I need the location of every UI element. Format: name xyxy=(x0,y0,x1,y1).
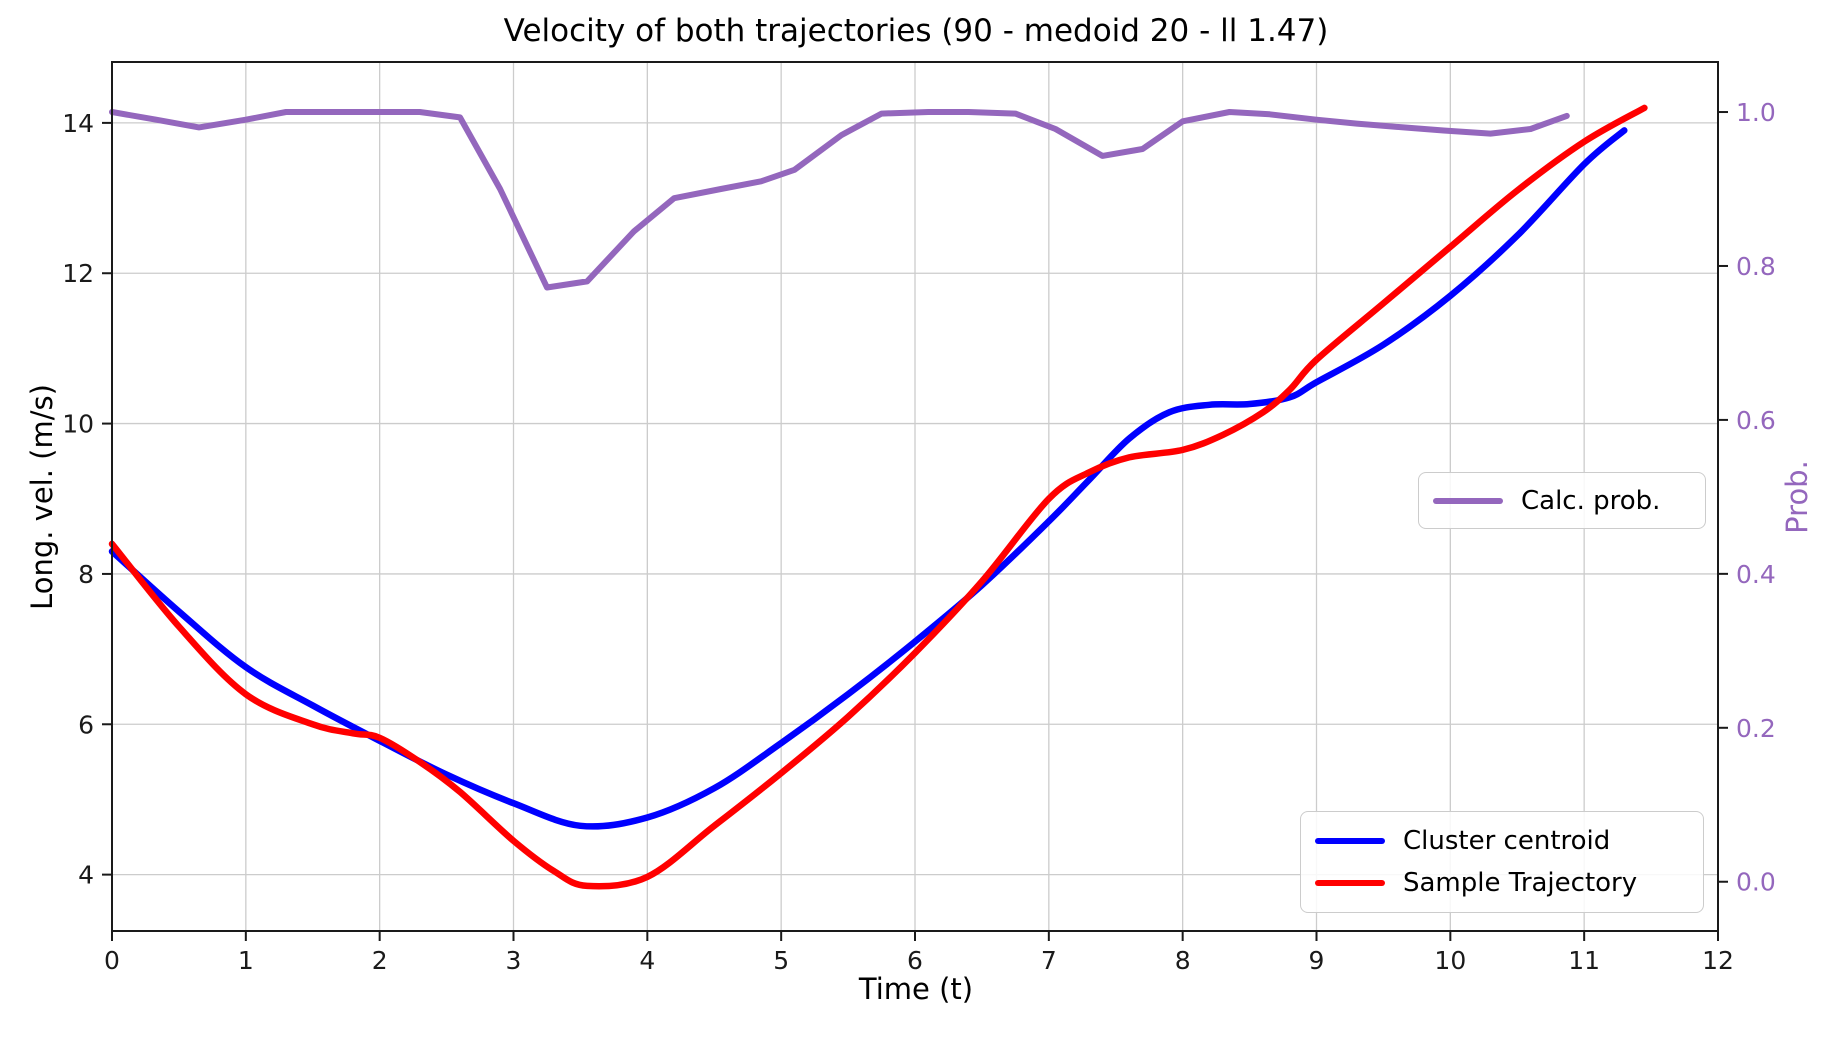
x-axis-label: Time (t) xyxy=(858,972,974,1006)
x-tick-label: 0 xyxy=(104,946,120,975)
x-tick-label: 2 xyxy=(372,946,388,975)
y-right-tick-label: 0.8 xyxy=(1736,252,1776,281)
x-tick-label: 3 xyxy=(506,946,522,975)
legend-row: Calc. prob. xyxy=(1433,486,1691,516)
x-tick-label: 10 xyxy=(1434,946,1466,975)
y-axis-left-label: Long. vel. (m/s) xyxy=(25,384,59,610)
legend-row: Sample Trajectory xyxy=(1315,868,1689,898)
x-tick-label: 6 xyxy=(907,946,923,975)
x-tick-label: 12 xyxy=(1702,946,1734,975)
legend-label-cluster-centroid: Cluster centroid xyxy=(1403,826,1611,856)
y-left-tick-label: 4 xyxy=(78,861,94,890)
legend-row: Cluster centroid xyxy=(1315,826,1689,856)
series-cluster-centroid xyxy=(108,127,1628,830)
y-left-tick-label: 10 xyxy=(62,410,94,439)
y-axis-right-label: Prob. xyxy=(1780,460,1814,534)
x-tick-label: 5 xyxy=(773,946,789,975)
y-right-tick-label: 0.6 xyxy=(1736,406,1776,435)
legend-calc-prob: Calc. prob. xyxy=(1418,472,1706,529)
legend-label-sample-trajectory: Sample Trajectory xyxy=(1403,868,1638,898)
x-tick-label: 11 xyxy=(1568,946,1600,975)
y-right-tick-label: 0.0 xyxy=(1736,868,1776,897)
chart-title: Velocity of both trajectories (90 - medo… xyxy=(503,13,1329,49)
cluster-centroid-line-swatch xyxy=(1315,838,1385,844)
y-right-tick-label: 0.2 xyxy=(1736,714,1776,743)
calc-prob-line-swatch xyxy=(1433,497,1503,504)
y-left-tick-label: 14 xyxy=(62,109,94,138)
legend-trajectories: Cluster centroid Sample Trajectory xyxy=(1300,811,1704,913)
series-calc-prob- xyxy=(109,109,1570,291)
y-left-tick-label: 8 xyxy=(78,560,94,589)
y-right-tick-label: 1.0 xyxy=(1736,98,1776,127)
x-tick-label: 1 xyxy=(238,946,254,975)
sample-trajectory-line-swatch xyxy=(1315,880,1385,886)
y-right-tick-label: 0.4 xyxy=(1736,560,1776,589)
x-tick-label: 9 xyxy=(1309,946,1325,975)
x-tick-label: 4 xyxy=(639,946,655,975)
x-tick-label: 8 xyxy=(1175,946,1191,975)
y-left-tick-label: 12 xyxy=(62,259,94,288)
y-left-tick-label: 6 xyxy=(78,710,94,739)
series-sample-trajectory xyxy=(108,104,1648,890)
legend-label-calc-prob: Calc. prob. xyxy=(1521,485,1661,516)
x-tick-label: 7 xyxy=(1041,946,1057,975)
